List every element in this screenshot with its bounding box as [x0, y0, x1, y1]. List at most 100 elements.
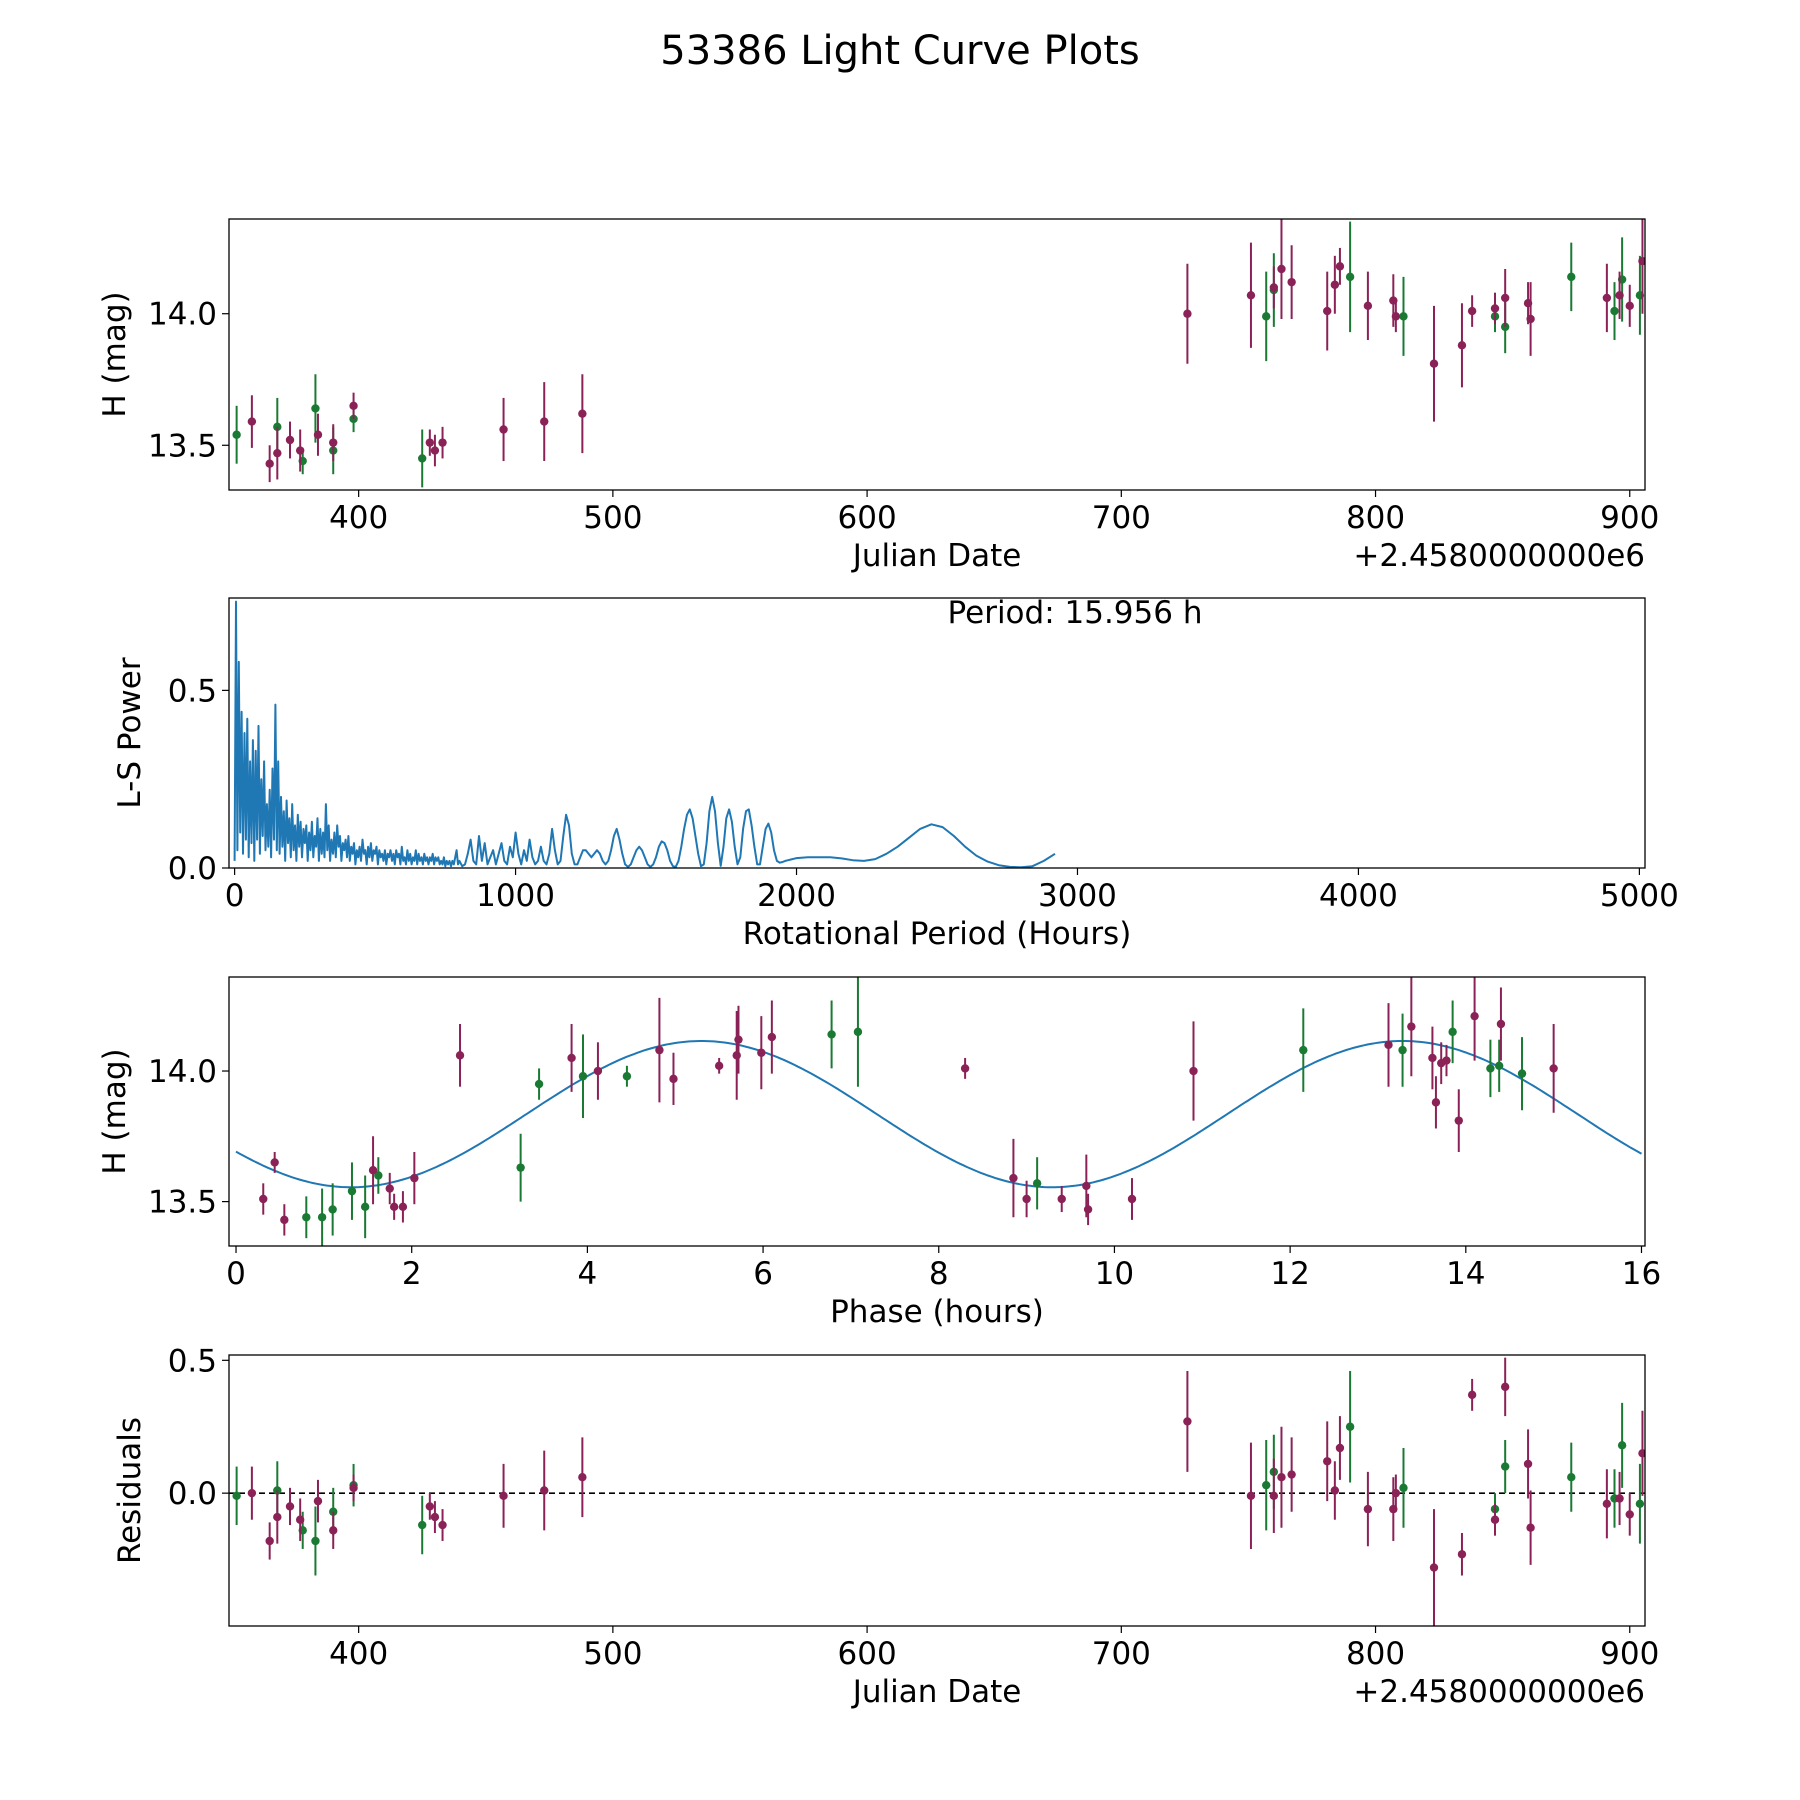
data-point-band_a: [1448, 1027, 1457, 1037]
x-tick-label: 2000: [757, 878, 836, 914]
y-axis-label: Residuals: [112, 1417, 148, 1564]
data-point-band_b: [349, 401, 358, 411]
data-point-band_b: [329, 438, 338, 447]
data-point-band_b: [1625, 1510, 1634, 1519]
y-tick-label: 14.0: [148, 297, 217, 333]
data-point-band_b: [1083, 1205, 1093, 1214]
data-point-band_b: [1467, 1390, 1477, 1400]
data-point-band_b: [1407, 1022, 1416, 1031]
data-point-band_b: [1602, 293, 1612, 303]
data-point-band_b: [1500, 1382, 1510, 1392]
data-point-band_b: [1490, 304, 1500, 313]
data-point-band_b: [1490, 1515, 1500, 1524]
x-tick-label: 10: [1095, 1256, 1134, 1292]
data-point-band_b: [1269, 283, 1279, 292]
data-point-band_b: [280, 1215, 289, 1225]
data-point-band_b: [438, 1520, 447, 1530]
data-point-band_a: [1567, 272, 1576, 282]
data-point-band_b: [1323, 306, 1332, 316]
data-point-band_a: [1399, 1483, 1408, 1493]
axes-frame: [228, 597, 1646, 869]
period-annotation: Period: 15.956 h: [948, 595, 1203, 631]
data-point-band_b: [349, 1483, 358, 1493]
data-point-band_b: [1277, 264, 1286, 274]
data-point-band_b: [1082, 1181, 1091, 1191]
data-point-band_b: [1246, 1491, 1256, 1501]
data-point-band_b: [410, 1173, 419, 1183]
data-point-band_b: [438, 438, 447, 447]
y-tick-label: 13.5: [148, 1185, 217, 1221]
data-point-band_b: [368, 1166, 378, 1175]
data-point-band_b: [540, 1486, 549, 1495]
data-point-band_b: [247, 1488, 257, 1498]
y-tick-label: 0.5: [168, 1343, 217, 1379]
data-point-band_a: [534, 1079, 544, 1089]
data-point-band_b: [1428, 1053, 1437, 1063]
data-point-band_b: [1277, 1473, 1286, 1482]
data-point-band_a: [622, 1072, 632, 1081]
data-point-band_b: [270, 1158, 279, 1167]
data-point-band_b: [499, 1491, 508, 1501]
x-tick-label: 4: [578, 1256, 598, 1292]
data-point-band_b: [1615, 1494, 1624, 1503]
data-point-band_b: [767, 1032, 777, 1042]
x-tick-label: 4000: [1319, 878, 1398, 914]
data-point-band_b: [425, 438, 435, 447]
y-axis-label: H (mag): [97, 1048, 133, 1174]
data-point-band_b: [732, 1051, 741, 1060]
periodogram-plot-area: [233, 600, 1056, 868]
data-point-band_b: [1335, 1443, 1345, 1453]
data-point-band_b: [1454, 1116, 1463, 1125]
y-tick-label: 14.0: [148, 1054, 217, 1090]
x-axis-offset-label: +2.4580000000e6: [1353, 538, 1645, 574]
data-point-band_a: [418, 454, 427, 463]
x-tick-label: 2: [402, 1256, 422, 1292]
data-point-band_b: [1287, 1470, 1296, 1479]
axes-frame: [228, 218, 1646, 491]
data-point-band_b: [1323, 1457, 1332, 1466]
data-point-band_a: [1399, 312, 1408, 321]
x-axis-label: Phase (hours): [830, 1294, 1044, 1330]
data-point-band_b: [313, 430, 323, 439]
data-point-band_b: [669, 1074, 678, 1084]
data-point-band_b: [285, 435, 295, 445]
data-point-band_b: [1467, 306, 1477, 316]
data-point-band_b: [1431, 1098, 1441, 1107]
data-point-band_a: [232, 430, 241, 439]
x-tick-label: 1000: [476, 878, 555, 914]
data-point-band_b: [1500, 293, 1510, 303]
data-point-band_b: [734, 1035, 743, 1044]
data-point-band_a: [853, 1027, 863, 1037]
data-point-band_a: [418, 1520, 427, 1530]
data-point-band_b: [1549, 1064, 1558, 1073]
y-tick-label: 0.0: [168, 1476, 217, 1512]
y-tick-label: 13.5: [148, 428, 217, 464]
x-tick-label: 3000: [1038, 878, 1117, 914]
data-point-band_b: [1496, 1019, 1506, 1029]
data-point-band_a: [1635, 1499, 1645, 1508]
data-point-band_b: [1057, 1194, 1066, 1204]
data-point-band_a: [374, 1171, 383, 1180]
model-fit-line: [235, 1040, 1642, 1189]
data-point-band_b: [1638, 256, 1645, 266]
x-axis-offset-label: +2.4580000000e6: [1353, 1674, 1645, 1710]
data-point-band_a: [311, 404, 320, 413]
data-point-band_b: [593, 1066, 603, 1076]
data-point-band_b: [1391, 312, 1401, 321]
data-point-band_b: [1022, 1194, 1031, 1204]
x-tick-label: 600: [838, 1636, 897, 1672]
data-point-band_b: [1457, 341, 1467, 350]
data-point-band_b: [1189, 1066, 1198, 1076]
data-point-band_b: [567, 1053, 576, 1063]
data-point-band_b: [1602, 1499, 1612, 1508]
x-tick-label: 900: [1600, 500, 1659, 536]
panel-periodogram: 0 1000 2000 3000 4000 5000 0.0 0.5 Rotational Pe…: [112, 595, 1679, 952]
data-point-band_b: [1330, 280, 1340, 289]
data-point-band_b: [455, 1051, 465, 1060]
data-point-band_b: [273, 448, 282, 458]
data-point-band_a: [302, 1213, 311, 1222]
data-point-band_b: [1183, 309, 1192, 318]
phased-plot-area: [235, 977, 1642, 1246]
data-point-band_b: [430, 1512, 440, 1522]
data-point-band_b: [714, 1061, 724, 1070]
